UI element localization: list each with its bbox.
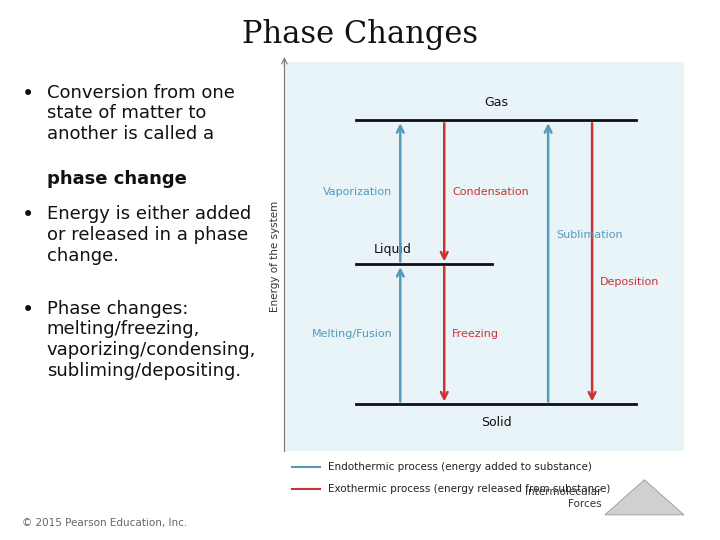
Text: Exothermic process (energy released from substance): Exothermic process (energy released from…: [328, 484, 610, 494]
Y-axis label: Energy of the system: Energy of the system: [270, 201, 280, 312]
Text: © 2015 Pearson Education, Inc.: © 2015 Pearson Education, Inc.: [22, 518, 187, 528]
Text: Phase changes:
melting/freezing,
vaporizing/condensing,
subliming/depositing.: Phase changes: melting/freezing, vaporiz…: [47, 300, 256, 380]
Text: Vaporization: Vaporization: [323, 187, 392, 197]
Text: Freezing: Freezing: [452, 329, 499, 339]
Text: •: •: [22, 84, 34, 104]
Text: phase change: phase change: [47, 170, 186, 188]
Text: .: .: [150, 170, 156, 188]
Text: Deposition: Deposition: [600, 277, 660, 287]
Text: Endothermic process (energy added to substance): Endothermic process (energy added to sub…: [328, 462, 591, 472]
Text: Gas: Gas: [484, 96, 508, 109]
Text: Energy is either added
or released in a phase
change.: Energy is either added or released in a …: [47, 205, 251, 265]
Text: Liquid: Liquid: [374, 244, 411, 256]
Text: Condensation: Condensation: [452, 187, 529, 197]
Text: Phase Changes: Phase Changes: [242, 19, 478, 50]
Text: Solid: Solid: [481, 416, 511, 429]
Text: Conversion from one
state of matter to
another is called a: Conversion from one state of matter to a…: [47, 84, 235, 143]
Text: Melting/Fusion: Melting/Fusion: [312, 329, 392, 339]
Text: Sublimation: Sublimation: [556, 230, 623, 240]
Text: •: •: [22, 205, 34, 225]
Text: •: •: [22, 300, 34, 320]
Text: Intermolecular
Forces: Intermolecular Forces: [525, 487, 601, 509]
